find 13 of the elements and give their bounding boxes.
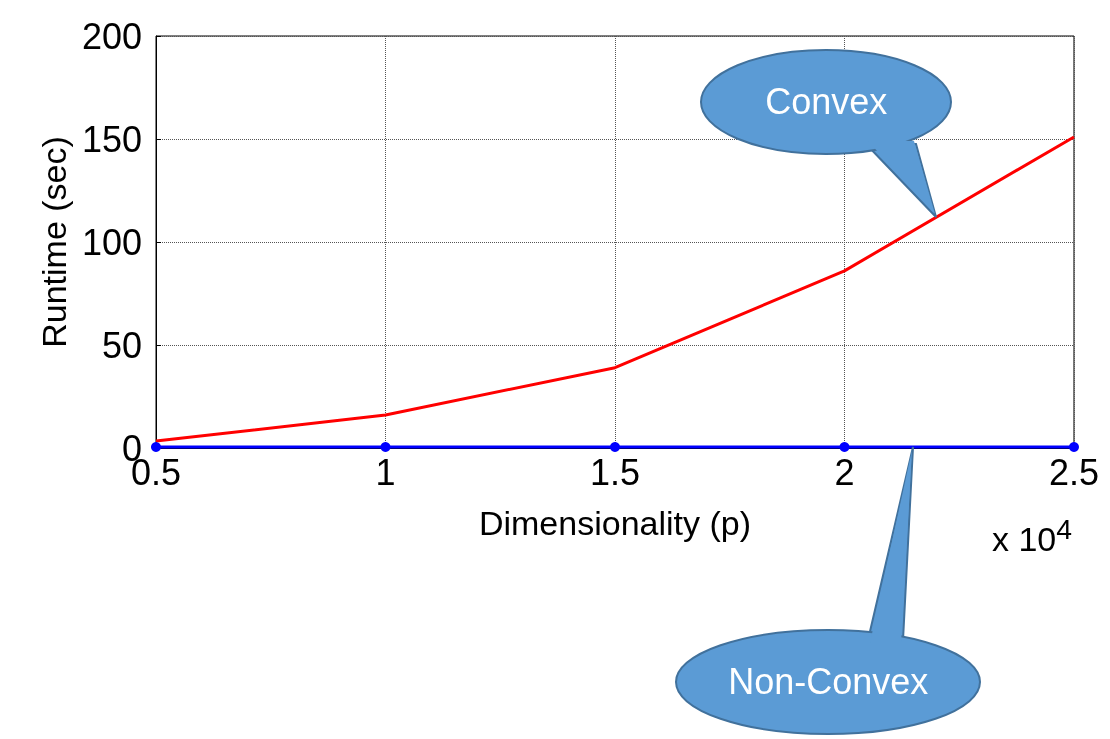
annotation: Non-Convex [727, 659, 930, 704]
x-tick-label: 1 [375, 451, 396, 493]
x-tick-label: 2 [834, 451, 855, 493]
y-tick-label: 100 [81, 221, 142, 263]
x-tick-label: 2.5 [1048, 451, 1099, 493]
y-tick-label: 50 [101, 324, 142, 366]
x-tick-label: 1.5 [589, 451, 641, 493]
x-axis-title: Dimensionality (p) [478, 504, 752, 542]
annotation: Convex [764, 80, 889, 125]
text: x 10$^{4}$ [991, 513, 1072, 560]
y-tick-label: 150 [81, 118, 142, 160]
y-axis-title: Runtime (sec) [35, 136, 74, 348]
y-tick-label: 200 [81, 15, 142, 57]
